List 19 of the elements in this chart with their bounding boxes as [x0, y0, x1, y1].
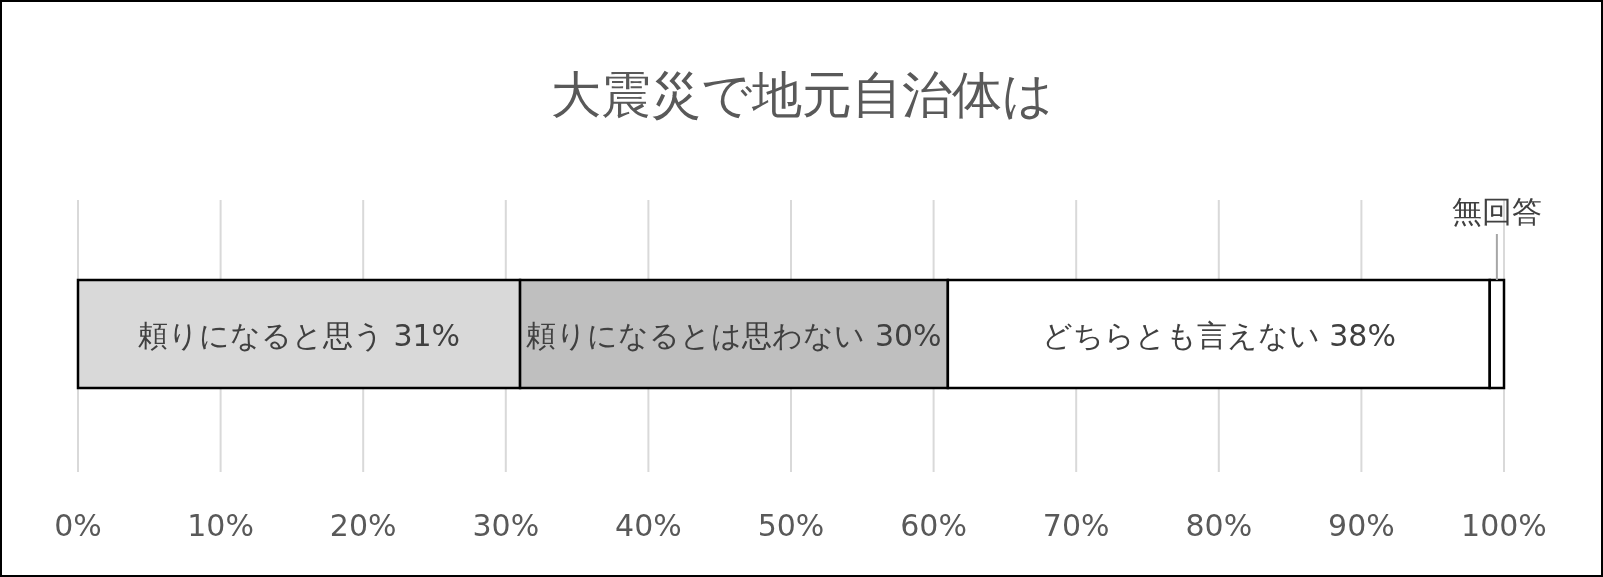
series-label: 頼りになるとは思わない — [526, 318, 866, 353]
data-label: 30% — [865, 318, 942, 353]
series-label: どちらとも言えない — [1041, 318, 1320, 353]
text: 無回答 — [1451, 194, 1542, 229]
x-tick-label: 100% — [1461, 508, 1547, 543]
x-tick-label: 20% — [329, 508, 397, 543]
x-tick-label: 30% — [472, 508, 540, 543]
x-tick-label: 70% — [1042, 508, 1110, 543]
x-tick-label: 50% — [757, 508, 825, 543]
series-label: 頼りになると思う — [137, 318, 384, 353]
x-tick-label: 10% — [187, 508, 254, 543]
chart-title: 大震災で地元自治体は — [550, 66, 1053, 124]
data-label: 38% — [1319, 318, 1396, 353]
x-tick-label: 90% — [1328, 508, 1395, 543]
x-tick-label: 80% — [1185, 508, 1253, 543]
x-tick-label: 0% — [54, 508, 102, 543]
x-tick-label: 60% — [900, 508, 967, 543]
x-tick-label: 40% — [615, 508, 682, 543]
data-label: 31% — [383, 318, 461, 353]
